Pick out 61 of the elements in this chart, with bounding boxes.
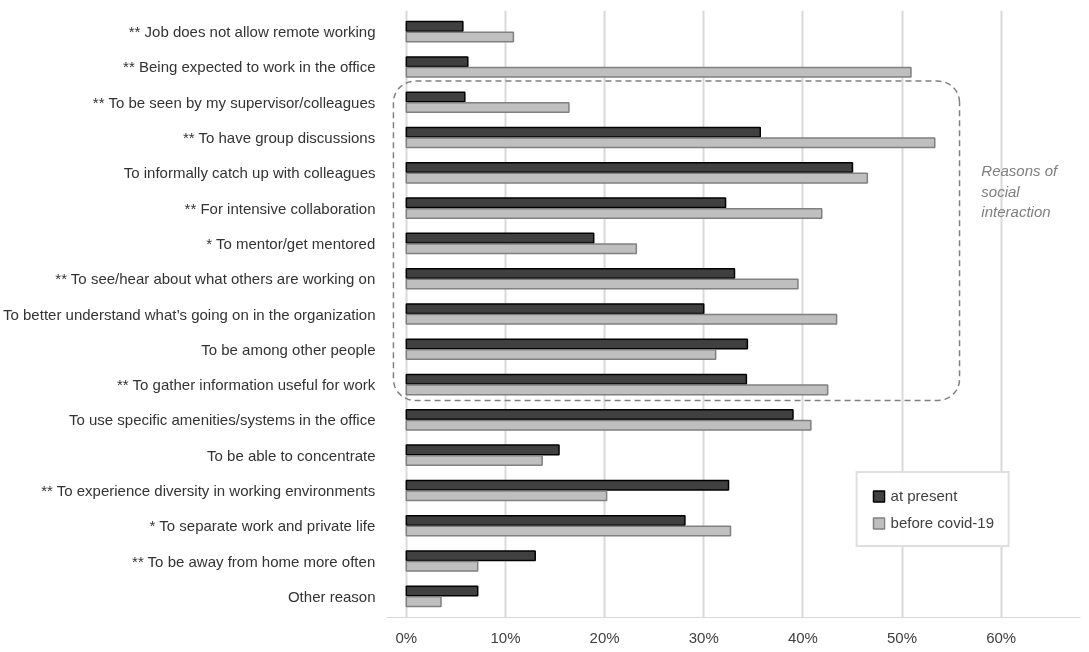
bar	[405, 91, 466, 103]
bar	[405, 560, 479, 572]
y-tick-label: ** To see/hear about what others are working on	[55, 270, 376, 288]
y-tick-label: To be able to concentrate	[207, 446, 376, 464]
x-tick-label: 0%	[395, 628, 418, 646]
bar	[405, 373, 748, 385]
bar	[405, 243, 638, 255]
bar	[405, 20, 464, 32]
y-tick-label: * To separate work and private life	[149, 517, 376, 535]
bar	[405, 479, 730, 491]
bar	[405, 419, 812, 431]
y-tick-label: ** Job does not allow remote working	[128, 23, 376, 41]
bar	[405, 525, 732, 537]
annotation: Reasons of social interaction	[981, 162, 1060, 221]
bar	[405, 162, 854, 174]
bar	[405, 454, 543, 466]
bar	[405, 267, 736, 279]
x-tick-label: 10%	[490, 628, 521, 646]
bar	[405, 102, 570, 114]
x-tick-label: 50%	[887, 628, 918, 646]
bar	[405, 137, 936, 149]
bar	[405, 550, 536, 562]
y-tick-label: ** To be seen by my supervisor/colleagues	[92, 93, 376, 111]
y-tick-label: ** To be away from home more often	[132, 552, 376, 570]
y-tick-label: ** To gather information useful for work	[117, 376, 376, 394]
y-tick-label: To use specific amenities/systems in the office	[68, 411, 376, 429]
bar	[405, 172, 869, 184]
y-tick-label: * To mentor/get mentored	[206, 234, 376, 252]
y-tick-label: ** To experience diversity in working environments	[41, 481, 376, 499]
x-tick-label: 30%	[688, 628, 719, 646]
bar	[405, 349, 717, 361]
bar	[405, 409, 794, 421]
bar	[405, 444, 560, 456]
y-tick-label: ** For intensive collaboration	[184, 199, 376, 217]
bar	[405, 338, 749, 350]
bar	[405, 585, 479, 597]
bar	[405, 207, 823, 219]
x-tick-label: 40%	[787, 628, 818, 646]
bar	[405, 66, 912, 78]
bar	[405, 197, 727, 209]
y-tick-label: ** To have group discussions	[182, 129, 376, 147]
bar	[405, 278, 799, 290]
y-tick-label: To be among other people	[201, 340, 376, 358]
y-tick-label: To better understand what’s going on in the organization	[3, 305, 376, 323]
bar	[405, 490, 608, 502]
y-tick-label: ** Being expected to work in the office	[123, 58, 376, 76]
legend-label: at present	[890, 487, 958, 504]
legend-label: before covid-19	[890, 514, 994, 531]
bar	[405, 56, 469, 68]
bar	[405, 384, 829, 396]
y-tick-label: To informally catch up with colleagues	[123, 164, 376, 182]
x-tick-label: 20%	[589, 628, 620, 646]
bar	[405, 596, 442, 608]
x-tick-label: 60%	[986, 628, 1017, 646]
y-tick-label: Other reason	[287, 587, 376, 605]
bar	[405, 514, 686, 526]
bar	[405, 126, 762, 138]
bar	[405, 313, 838, 325]
bar	[405, 232, 595, 244]
bar	[405, 303, 705, 315]
bar	[405, 31, 515, 43]
